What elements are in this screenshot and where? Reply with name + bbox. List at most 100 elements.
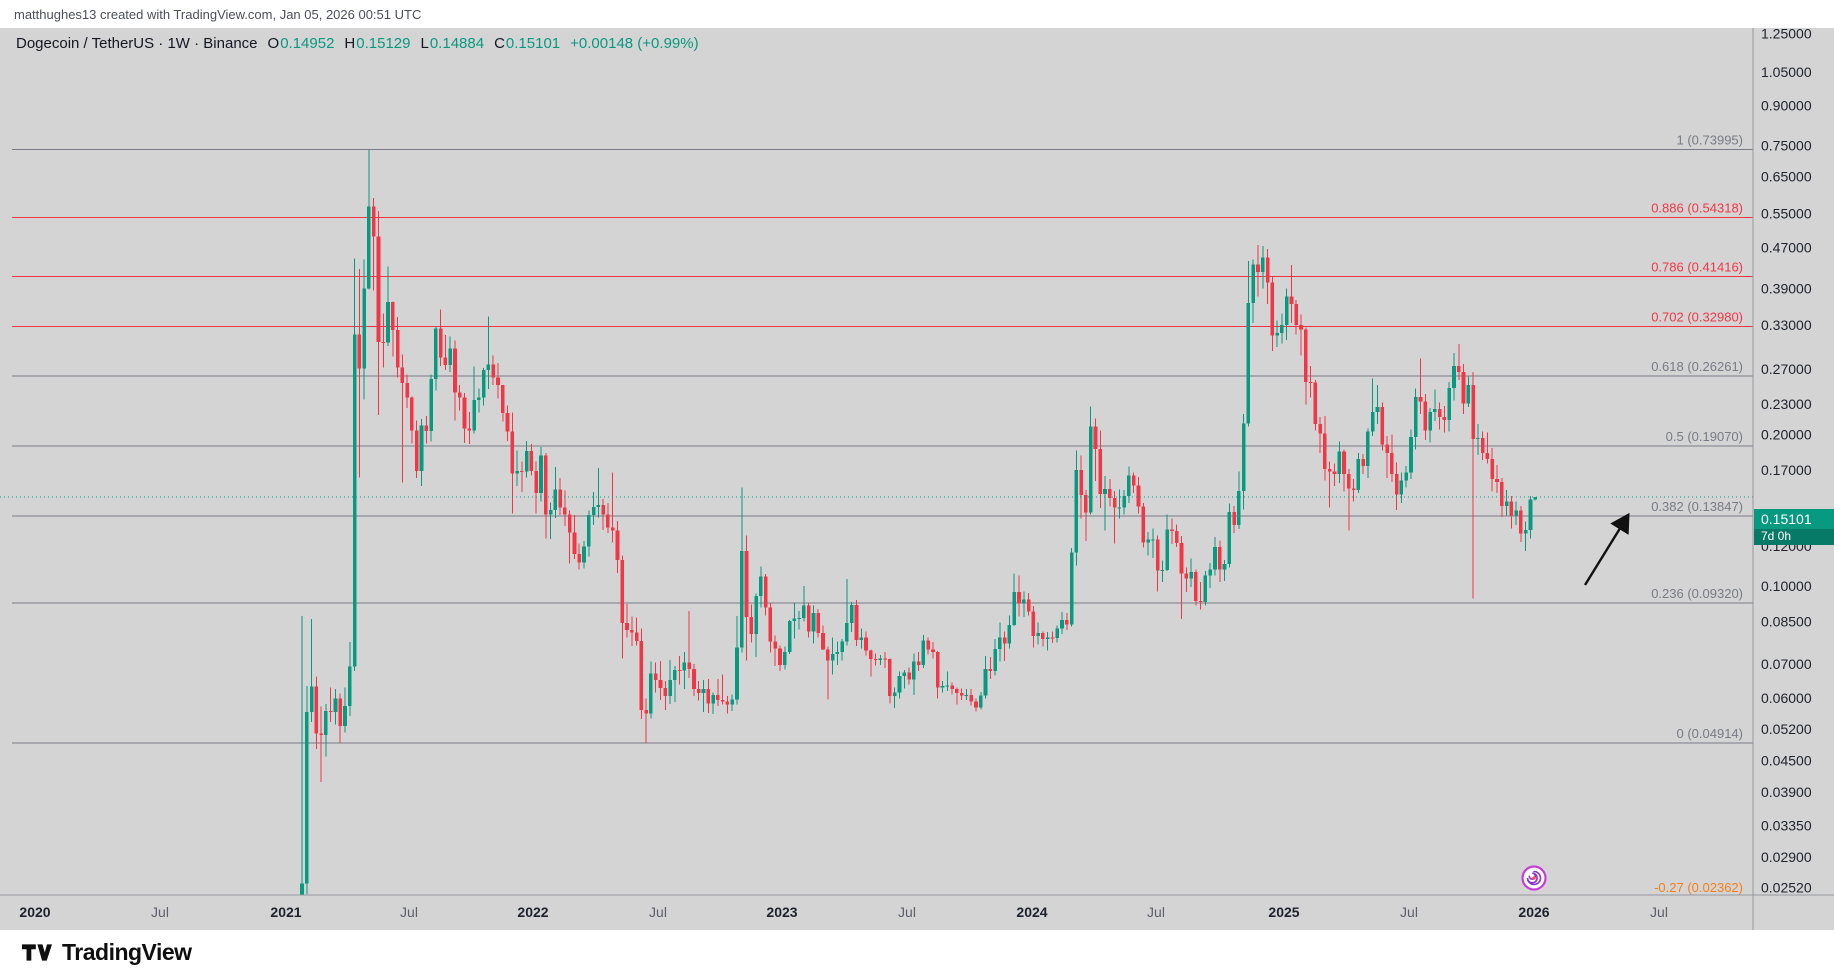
attribution-bar: matthughes13 created with TradingView.co… — [0, 0, 1834, 28]
candle — [1423, 394, 1428, 441]
candle — [453, 340, 457, 421]
candle — [1055, 625, 1060, 643]
candle — [1174, 524, 1179, 547]
candle — [1380, 402, 1385, 451]
candle — [1504, 490, 1509, 516]
candle — [1227, 503, 1232, 568]
candle — [304, 686, 309, 895]
candle — [601, 498, 605, 530]
candle — [993, 638, 997, 676]
candle — [314, 676, 319, 749]
candle — [897, 671, 902, 699]
candle — [964, 688, 969, 701]
candle — [1155, 535, 1160, 592]
candle — [759, 566, 763, 608]
candle — [912, 653, 916, 695]
symbol-title[interactable]: Dogecoin / TetherUS · 1W · Binance — [16, 34, 258, 52]
candle — [534, 461, 539, 514]
candle — [1342, 449, 1346, 492]
chart-canvas[interactable]: 1 (0.73995) 0.886 (0.54318) 0.786 (0.41416… — [0, 28, 1834, 930]
candle — [610, 472, 615, 543]
candle — [1413, 388, 1418, 450]
candle — [1189, 558, 1193, 587]
chart-plot[interactable]: 1 (0.73995) 0.886 (0.54318) 0.786 (0.41416… — [0, 133, 1753, 930]
candle — [457, 384, 462, 411]
ohlc-open: O 0.14952 — [268, 35, 335, 52]
candle — [1495, 464, 1499, 493]
candle — [978, 691, 983, 710]
sticker-icon[interactable] — [1521, 865, 1547, 891]
candle — [587, 510, 591, 557]
tradingview-wordmark[interactable]: TradingView — [62, 939, 192, 965]
candle — [1260, 245, 1265, 289]
candle — [1241, 413, 1246, 510]
candle — [381, 313, 386, 368]
last-price-value: 0.15101 — [1754, 509, 1834, 530]
arrow-line[interactable] — [1583, 512, 1630, 586]
candle — [773, 635, 778, 667]
candle — [711, 692, 715, 714]
candle — [376, 211, 381, 416]
candle — [1065, 613, 1069, 630]
candle — [400, 354, 405, 483]
candle — [1141, 502, 1146, 548]
candle — [950, 682, 954, 695]
candle — [859, 628, 864, 649]
close-value: 0.15101 — [505, 34, 561, 52]
time-tick-label: 2023 — [766, 904, 797, 920]
candle — [883, 651, 887, 669]
candle — [988, 657, 993, 680]
candle — [811, 605, 816, 644]
candle — [1404, 466, 1408, 488]
candle — [1385, 435, 1389, 478]
candle — [1356, 452, 1361, 493]
price-axis[interactable]: 1.25000 1.05000 0.90000 0.75000 0.65000 0.550… — [1761, 28, 1812, 896]
candle — [1485, 432, 1490, 464]
candle — [1151, 528, 1155, 559]
time-axis[interactable]: 2020 Jul 2021 Jul 2022 Jul 2023 Jul 2024 Jul 2025 J… — [19, 904, 1668, 920]
time-tick-label: 2026 — [1518, 904, 1549, 920]
candle — [524, 440, 529, 478]
candle — [515, 450, 519, 487]
arrow-annotation[interactable] — [1575, 505, 1645, 595]
candle — [644, 698, 648, 743]
candle — [1012, 573, 1017, 627]
candle — [1198, 582, 1203, 610]
candle — [1409, 429, 1413, 480]
candle — [1514, 501, 1518, 526]
candle — [1308, 366, 1313, 398]
candle — [634, 617, 639, 646]
candle — [1471, 371, 1475, 599]
candle — [481, 367, 486, 406]
fib-label-0.786: 0.786 (0.41416) — [1651, 260, 1743, 275]
candle — [821, 625, 825, 651]
tradingview-logo-icon[interactable] — [22, 943, 52, 962]
open-label: O — [267, 34, 280, 52]
candle — [1433, 389, 1437, 421]
candle — [443, 335, 448, 370]
candle — [653, 662, 658, 693]
candle — [854, 600, 859, 646]
candle — [438, 309, 443, 367]
candle — [701, 679, 706, 712]
candle — [1337, 441, 1342, 484]
candle — [663, 680, 668, 710]
candle — [1036, 622, 1040, 645]
candle — [907, 667, 911, 685]
candle — [778, 645, 782, 672]
candle — [1002, 631, 1007, 662]
candle — [386, 266, 390, 346]
candle — [367, 149, 371, 290]
candle — [1523, 521, 1528, 552]
chart-area[interactable]: 1 (0.73995) 0.886 (0.54318) 0.786 (0.41416… — [0, 28, 1834, 930]
candle — [1079, 455, 1083, 519]
candle — [1026, 592, 1031, 616]
time-tick-label: Jul — [151, 904, 169, 920]
candle — [754, 593, 758, 658]
candle — [720, 674, 725, 705]
candle — [1179, 536, 1184, 620]
candle — [668, 659, 672, 704]
candle — [1490, 448, 1495, 492]
candle — [362, 259, 366, 400]
candle — [1060, 612, 1064, 635]
